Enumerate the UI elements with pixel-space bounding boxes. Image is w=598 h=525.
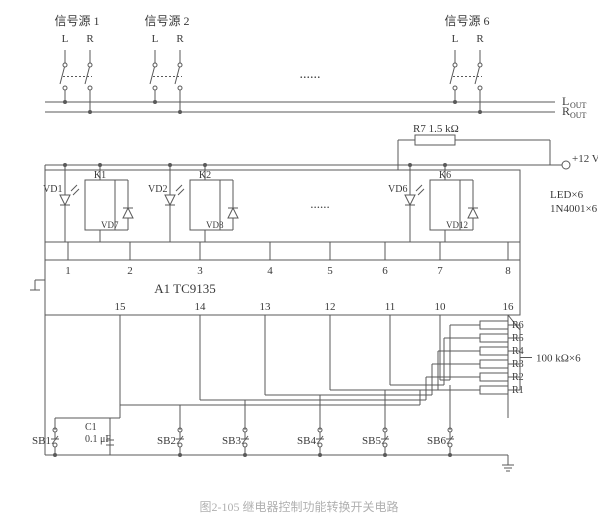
svg-text:信号源 1: 信号源 1	[54, 14, 99, 28]
svg-text:R: R	[476, 33, 484, 45]
svg-text:+12 V: +12 V	[572, 153, 598, 165]
svg-text:VD6: VD6	[388, 184, 407, 195]
svg-text:11: 11	[385, 301, 396, 313]
svg-text:OUT: OUT	[570, 111, 587, 120]
svg-text:VD2: VD2	[148, 184, 167, 195]
svg-text:SB4: SB4	[297, 435, 316, 447]
svg-text:SB5: SB5	[362, 435, 381, 447]
svg-text:100 kΩ×6: 100 kΩ×6	[536, 353, 581, 365]
svg-text:L: L	[62, 33, 69, 45]
svg-text:R: R	[176, 33, 184, 45]
svg-text:1: 1	[65, 265, 71, 277]
svg-text:15: 15	[115, 301, 127, 313]
svg-text:VD12: VD12	[446, 220, 468, 230]
svg-text:6: 6	[382, 265, 388, 277]
svg-text:4: 4	[267, 265, 273, 277]
svg-text:VD7: VD7	[101, 220, 119, 230]
svg-text:3: 3	[197, 265, 203, 277]
svg-text:SB1: SB1	[32, 435, 51, 447]
svg-text:14: 14	[195, 301, 207, 313]
svg-text:LED×6: LED×6	[550, 189, 584, 201]
svg-text:VD8: VD8	[206, 220, 224, 230]
svg-text:1N4001×6: 1N4001×6	[550, 203, 598, 215]
svg-text:......: ......	[310, 196, 330, 211]
svg-text:L: L	[452, 33, 459, 45]
svg-text:7: 7	[437, 265, 443, 277]
svg-text:12: 12	[325, 301, 336, 313]
svg-text:16: 16	[503, 301, 515, 313]
svg-text:R: R	[86, 33, 94, 45]
svg-text:......: ......	[300, 67, 321, 82]
svg-text:8: 8	[505, 265, 511, 277]
svg-text:5: 5	[327, 265, 333, 277]
svg-text:R7 1.5 kΩ: R7 1.5 kΩ	[413, 123, 459, 135]
svg-text:C1: C1	[85, 422, 97, 433]
svg-text:OUT: OUT	[570, 101, 587, 110]
svg-text:SB2: SB2	[157, 435, 176, 447]
svg-text:R: R	[562, 104, 570, 118]
svg-text:信号源 6: 信号源 6	[444, 14, 489, 28]
svg-text:SB3: SB3	[222, 435, 241, 447]
svg-text:信号源 2: 信号源 2	[144, 14, 189, 28]
svg-text:L: L	[152, 33, 159, 45]
svg-text:2: 2	[127, 265, 133, 277]
svg-text:13: 13	[260, 301, 272, 313]
svg-text:A1 TC9135: A1 TC9135	[154, 281, 216, 296]
svg-text:VD1: VD1	[43, 184, 62, 195]
svg-text:10: 10	[435, 301, 447, 313]
figure-caption: 图2-105 继电器控制功能转换开关电路	[10, 498, 588, 515]
svg-text:SB6: SB6	[427, 435, 446, 447]
